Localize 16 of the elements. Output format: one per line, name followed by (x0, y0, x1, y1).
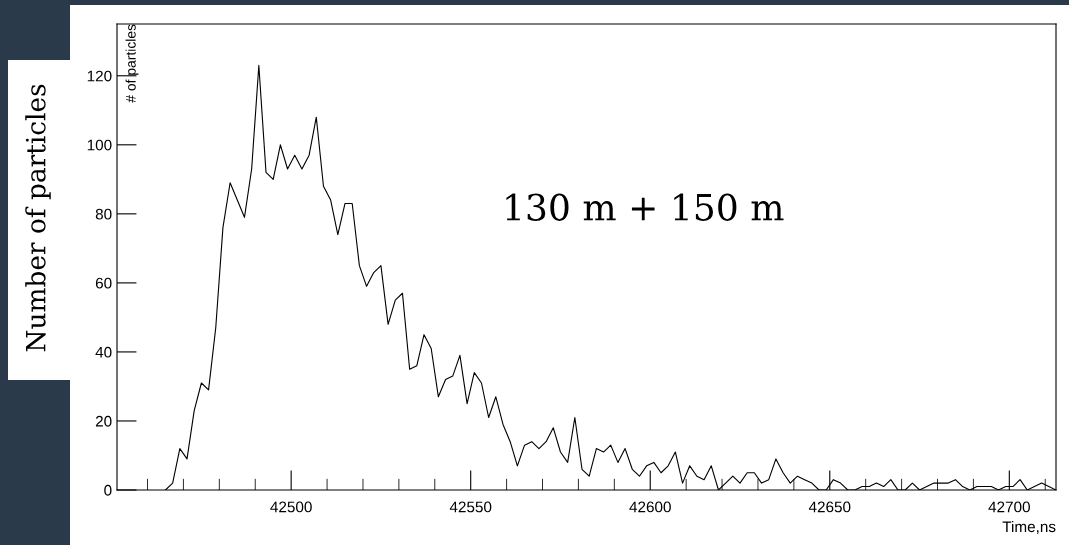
y-tick-label: 80 (95, 208, 112, 220)
x-tick-label: 42700 (988, 501, 1030, 513)
x-tick-label: 42550 (449, 501, 492, 513)
x-tick-label: 42600 (629, 501, 671, 513)
annotation: # of particles (125, 24, 139, 103)
y-tick-label: 40 (95, 346, 112, 358)
y-axis-title: Number of particles (25, 84, 51, 352)
x-tick-label: 42500 (270, 501, 312, 513)
x-tick-label: 42650 (808, 501, 851, 513)
y-tick-label: 100 (87, 139, 112, 151)
y-tick-label: 20 (95, 415, 112, 427)
x-axis-title: Time,ns (1002, 520, 1056, 534)
y-tick-label: 60 (95, 277, 112, 289)
y-tick-label: 0 (104, 484, 112, 496)
annotation: 130 m + 150 m (506, 193, 784, 221)
y-tick-label: 120 (87, 70, 112, 82)
